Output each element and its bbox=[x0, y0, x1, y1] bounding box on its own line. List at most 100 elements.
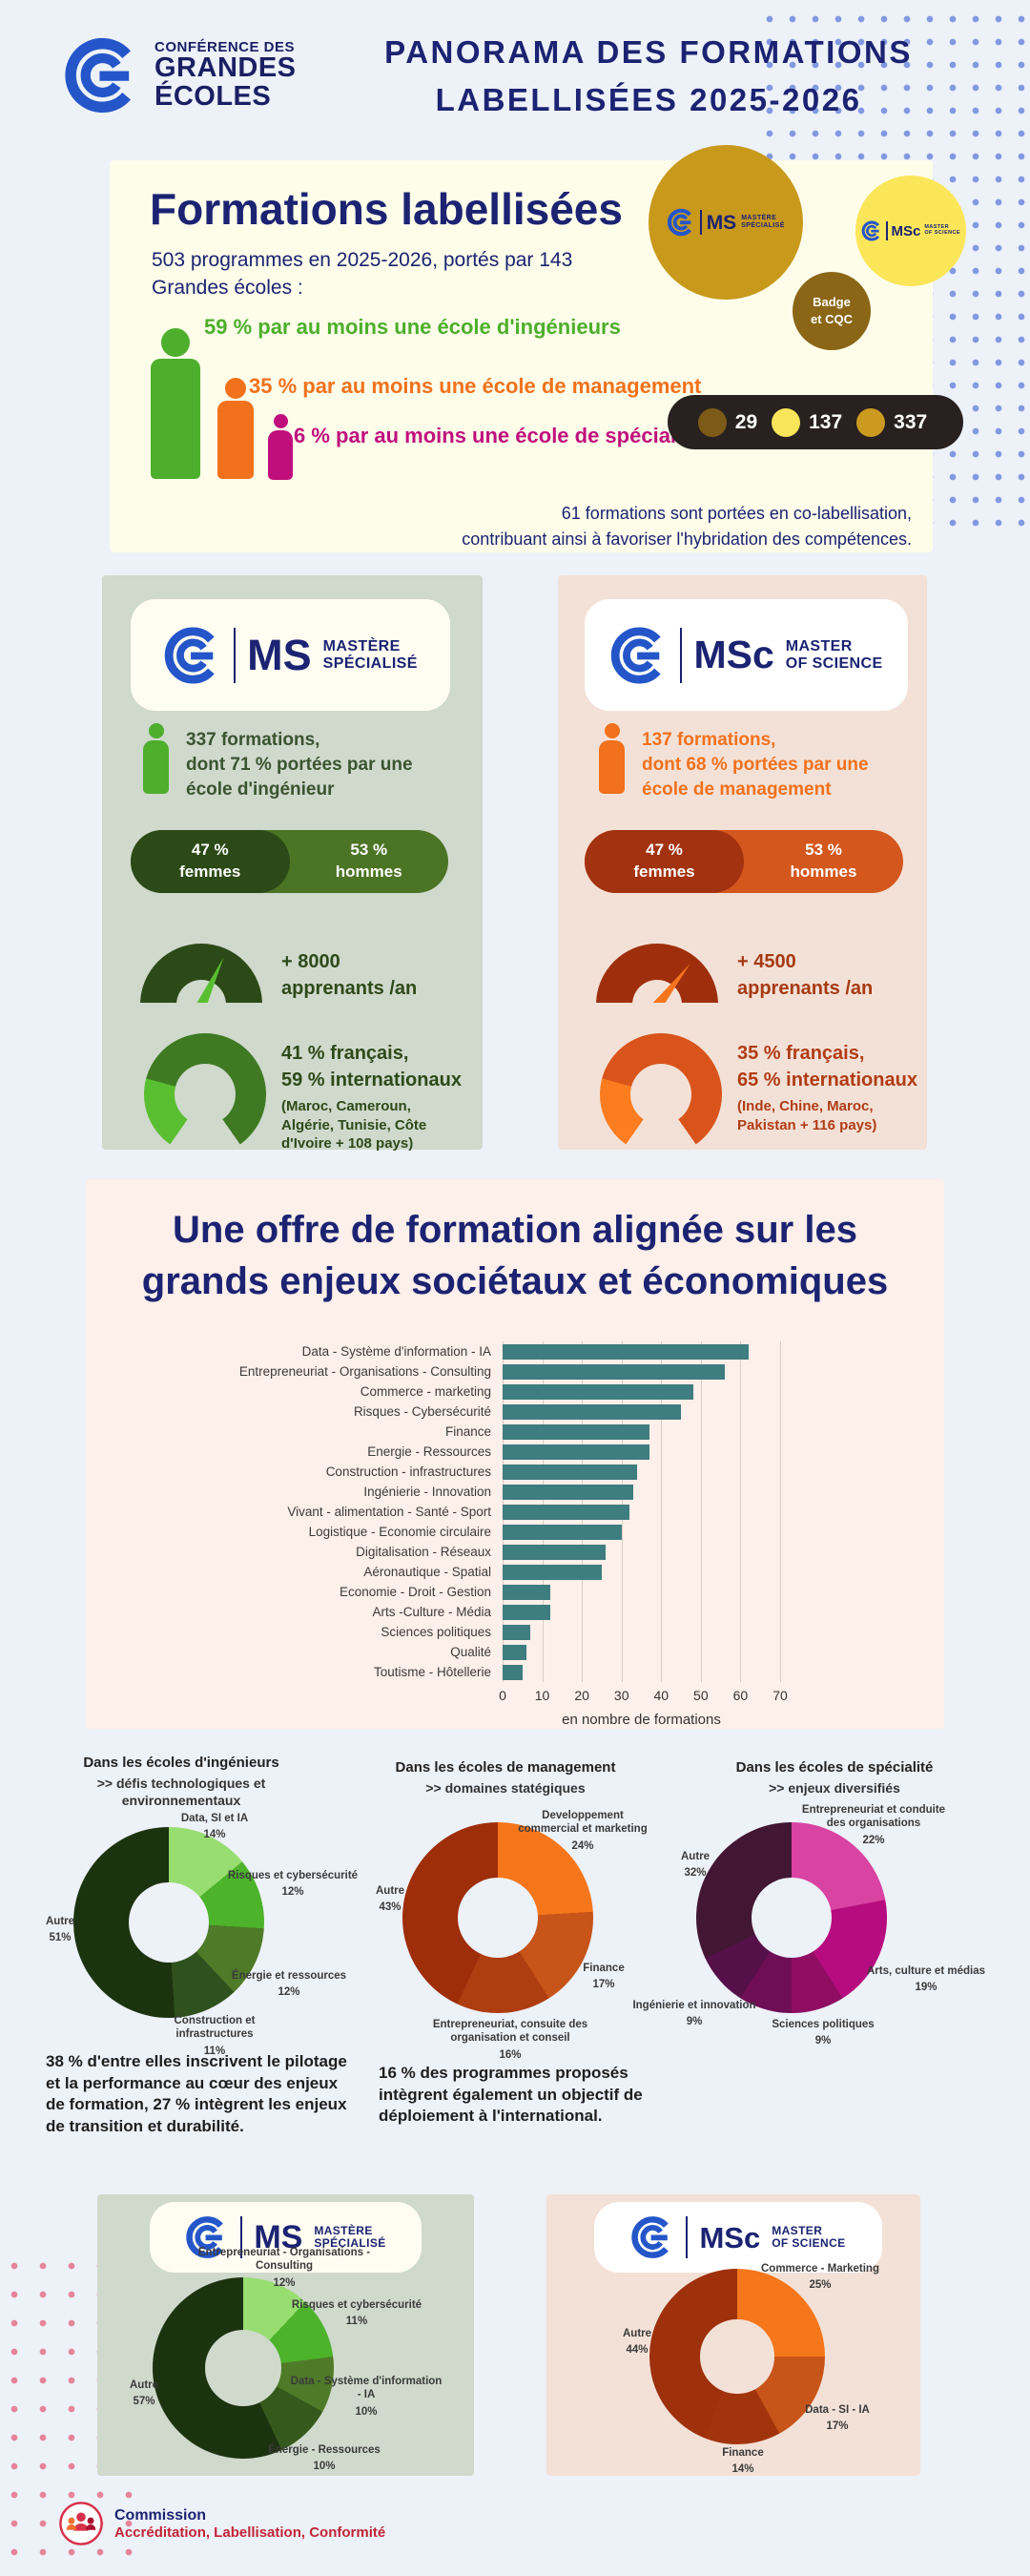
offer-title-line2: grands enjeux sociétaux et économiques bbox=[141, 1260, 889, 1302]
donut-chart-msc-domains: Commerce - Marketing 25% Data - SI - IA 17%… bbox=[546, 2247, 920, 2476]
footer-accreditation: Accréditation, Labellisation, Conformité bbox=[114, 2524, 386, 2541]
donut-segment-label: Ingénierie et innovation 9% bbox=[632, 2000, 756, 2028]
donut-chart-ms-domains: Entrepreneuriat - Organisations - Consul… bbox=[97, 2245, 474, 2476]
cge-logo: CONFÉRENCE DES GRANDES ÉCOLES bbox=[63, 36, 297, 114]
donut-segment-label: Construction et infrastructures 11% bbox=[174, 2015, 256, 2057]
donut-ring bbox=[153, 2277, 334, 2459]
donut-segment-label: Autre 32% bbox=[680, 1851, 711, 1880]
msc-panel: MSc MASTER OF SCIENCE 137 formations, do… bbox=[558, 575, 927, 1155]
bar-row: Qualité bbox=[86, 1642, 811, 1662]
bullet-specialty: 6 % par au moins une école de spécialité bbox=[294, 424, 701, 447]
person-icon-management bbox=[217, 378, 254, 479]
intro-panel: Formations labellisées 503 programmes en… bbox=[110, 160, 933, 552]
donut-segment-label: Énergie et ressources 12% bbox=[231, 1970, 347, 1999]
donut-segment-label: Autre 57% bbox=[129, 2379, 159, 2408]
donut-segment-label: Entrepreneuriat - Organisations - Consul… bbox=[197, 2247, 371, 2289]
bar-row: Entrepreneuriat - Organisations - Consul… bbox=[86, 1361, 811, 1381]
colabel-note-line2: contribuant ainsi à favoriser l'hybridat… bbox=[462, 530, 912, 549]
donut-segment-label: Data - Système d'information - IA 10% bbox=[290, 2376, 443, 2418]
donut-chart-specialty: Entrepreneuriat et conduite des organisa… bbox=[632, 1804, 1011, 2047]
msc-hommes-pct: 53 % bbox=[805, 841, 842, 860]
cge-logo-line1: CONFÉRENCE DES bbox=[154, 38, 296, 55]
bar-row: Vivant - alimentation - Santé - Sport bbox=[86, 1502, 811, 1522]
colabel-note-line1: 61 formations sont portées en co-labelli… bbox=[561, 504, 912, 523]
donut-segment-label: Autre 43% bbox=[375, 1885, 405, 1914]
msc-learners: + 4500 apprenants /an bbox=[737, 951, 874, 999]
donut-segment-label: Sciences politiques 9% bbox=[772, 2019, 875, 2047]
ms-femmes-label: femmes bbox=[179, 862, 241, 881]
cge-logo-line2: GRANDES bbox=[154, 52, 297, 84]
cge-mark-icon bbox=[163, 626, 222, 685]
donut-ring bbox=[402, 1822, 593, 2013]
msc-femmes-pct: 47 % bbox=[646, 841, 683, 860]
bar-chart-x-label: en nombre de formations bbox=[562, 1712, 721, 1728]
bullet-engineering: 59 % par au moins une école d'ingénieurs bbox=[204, 315, 621, 339]
bar-row: Risques - Cybersécurité bbox=[86, 1402, 811, 1422]
donut-segment-label: Arts, culture et médias 19% bbox=[867, 1965, 985, 1994]
ms-circle-name1: MASTÈRE bbox=[741, 215, 777, 222]
ms-name2: SPÉCIALISÉ bbox=[322, 654, 418, 672]
msc-circle-name2: OF SCIENCE bbox=[924, 230, 960, 236]
donut-segment-label: Autre 44% bbox=[622, 2328, 652, 2357]
cge-logo-line3: ÉCOLES bbox=[154, 80, 272, 112]
bar-row: Sciences politiques bbox=[86, 1622, 811, 1642]
person-icon-specialty bbox=[268, 414, 293, 480]
bar-row: Data - Système d'information - IA bbox=[86, 1341, 811, 1361]
ms-count-dot bbox=[856, 407, 886, 437]
ms-hommes-label: hommes bbox=[335, 862, 402, 881]
msc-count: 137 bbox=[809, 410, 843, 433]
intro-title: Formations labellisées bbox=[150, 184, 623, 234]
donut-segment-label: Autre 51% bbox=[45, 1916, 75, 1944]
msc-name1: MASTER bbox=[785, 638, 853, 655]
donut-ring bbox=[73, 1827, 264, 2018]
ms-logo-card: MS MASTÈRE SPÉCIALISÉ bbox=[131, 599, 450, 711]
ms-circle-abbr: MS bbox=[706, 211, 737, 234]
ms-panel: MS MASTÈRE SPÉCIALISÉ 337 formations, do… bbox=[102, 575, 483, 1155]
bar-row: Energie - Ressources bbox=[86, 1442, 811, 1462]
msc-gauge-icon bbox=[596, 944, 718, 1003]
bar-row: Construction - infrastructures bbox=[86, 1462, 811, 1482]
label-count-legend: 29 137 337 bbox=[668, 395, 963, 449]
donut-segment-label: Entrepreneuriat et conduite des organisa… bbox=[801, 1804, 946, 1846]
bar-row: Digitalisation - Réseaux bbox=[86, 1542, 811, 1562]
msc-circle-abbr: MSc bbox=[891, 222, 921, 239]
msc-logo-card: MSc MASTER OF SCIENCE bbox=[585, 599, 908, 711]
donut-ing-title: Dans les écoles d'ingénieurs >> défis te… bbox=[14, 1754, 348, 1809]
ms-logo-card-small: MS MASTÈRE SPÉCIALISÉ bbox=[150, 2202, 422, 2273]
msc-femmes-label: femmes bbox=[633, 862, 695, 881]
ms-person-icon bbox=[143, 723, 169, 794]
ms-label-circle: MS MASTÈRE SPÉCIALISÉ bbox=[649, 145, 803, 300]
msc-logo-card-small: MSc MASTER OF SCIENCE bbox=[594, 2202, 882, 2273]
ms-intl-countries: (Maroc, Cameroun, Algérie, Tunisie, Côte… bbox=[281, 1098, 427, 1152]
donut-segment-label: Data - SI - IA 17% bbox=[805, 2404, 870, 2433]
msc-abbr: MSc bbox=[693, 633, 774, 676]
donut-segment-label: Risques et cybersécurité 12% bbox=[227, 1870, 359, 1899]
bar-row: Logistique - Economie circulaire bbox=[86, 1522, 811, 1542]
bar-row: Toutisme - Hôtellerie bbox=[86, 1662, 811, 1682]
bar-row: Aéronautique - Spatial bbox=[86, 1562, 811, 1582]
footer-commission: Commission bbox=[114, 2506, 207, 2524]
donut-mgmt-caption: 16 % des programmes proposés intègrent é… bbox=[379, 2064, 643, 2126]
ms-intl-arc-icon bbox=[144, 1033, 266, 1155]
ms-abbr: MS bbox=[247, 631, 312, 679]
cge-mark-icon bbox=[609, 626, 669, 685]
msc-intl-arc-icon bbox=[600, 1033, 722, 1155]
donut-segment-label: Commerce - Marketing 25% bbox=[761, 2263, 879, 2292]
page-title-line1: PANORAMA DES FORMATIONS bbox=[384, 34, 913, 70]
donut-ing-caption: 38 % d'entre elles inscrivent le pilotag… bbox=[46, 2052, 347, 2135]
msc-name2: OF SCIENCE bbox=[785, 654, 883, 672]
donut-segment-label: Finance 14% bbox=[722, 2447, 764, 2476]
donut-segment-label: Entrepreneuriat, consuite des organisati… bbox=[432, 2019, 588, 2061]
ms-name1: MASTÈRE bbox=[322, 638, 401, 655]
donut-chart-engineering: Data, SI et IA 14% Risques et cybersécurit… bbox=[14, 1813, 358, 2057]
donut-mgmt-subtitle: >> domaines statégiques bbox=[425, 1779, 586, 1796]
ms-gender-pill: 53 % hommes 47 % femmes bbox=[131, 830, 448, 893]
msc-intl: 35 % français, 65 % internationaux bbox=[737, 1043, 917, 1091]
msc-stats: 137 formations, dont 68 % portées par un… bbox=[642, 730, 869, 800]
msc-gender-pill: 53 % hommes 47 % femmes bbox=[585, 830, 903, 893]
intro-subtitle-line2: Grandes écoles : bbox=[152, 277, 303, 299]
footer: Commission Accréditation, Labellisation,… bbox=[59, 2502, 385, 2545]
bar-row: Ingénierie - Innovation bbox=[86, 1482, 811, 1502]
donut-segment-label: Énergie - Ressources 10% bbox=[268, 2444, 381, 2473]
bar-row: Arts -Culture - Média bbox=[86, 1602, 811, 1622]
